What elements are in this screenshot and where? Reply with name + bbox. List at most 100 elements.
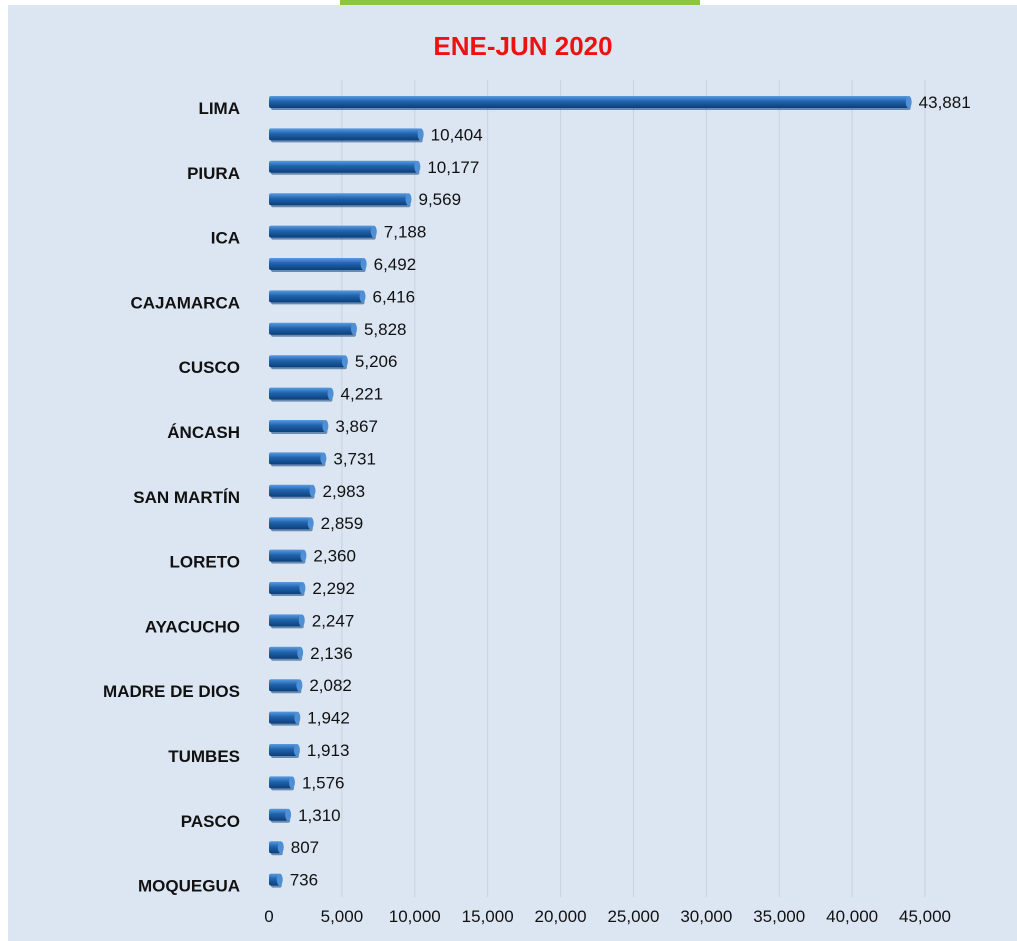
bar-cap bbox=[296, 679, 303, 692]
bar bbox=[269, 387, 331, 400]
category-label: PASCO bbox=[181, 812, 240, 831]
category-label: ÁNCASH bbox=[167, 423, 240, 442]
category-label: ICA bbox=[211, 229, 240, 248]
x-tick-label: 0 bbox=[264, 907, 273, 926]
value-label: 2,247 bbox=[312, 611, 355, 630]
value-label: 807 bbox=[291, 838, 319, 857]
bar-cap bbox=[414, 160, 421, 173]
bar-cap bbox=[350, 322, 357, 335]
bar bbox=[269, 484, 313, 497]
bar-cap bbox=[360, 258, 367, 270]
bar bbox=[269, 549, 304, 562]
value-label: 1,310 bbox=[298, 806, 341, 825]
category-labels: LIMA PIURA ICA CAJAMARCA CUSCO ÁNCASH SAN MART… bbox=[103, 99, 240, 896]
bar bbox=[269, 355, 345, 368]
bar bbox=[269, 614, 302, 627]
bar-cap bbox=[320, 452, 327, 465]
bar bbox=[269, 711, 298, 724]
bar bbox=[269, 452, 324, 465]
x-tick-label: 15,000 bbox=[462, 907, 514, 926]
bar-cap bbox=[293, 744, 300, 756]
bar-cap bbox=[285, 808, 292, 821]
bar-chart: ENE-JUN 2020 LIMA PIURA ICA CAJAMARCA CUSCO Á… bbox=[103, 31, 971, 926]
x-tick-label: 35,000 bbox=[753, 907, 805, 926]
bar-cap bbox=[277, 841, 284, 854]
category-label: LIMA bbox=[198, 99, 240, 118]
bar bbox=[269, 290, 363, 303]
bar-cap bbox=[276, 873, 283, 886]
bar bbox=[269, 96, 909, 108]
grid-lines bbox=[341, 80, 926, 897]
bars-group bbox=[269, 96, 912, 888]
value-label: 43,881 bbox=[919, 93, 971, 112]
value-label: 3,731 bbox=[333, 449, 376, 468]
bar-cap bbox=[322, 420, 329, 432]
value-label: 2,082 bbox=[309, 676, 352, 695]
bar bbox=[269, 258, 364, 270]
chart-frame: ENE-JUN 2020 LIMA PIURA ICA CAJAMARCA CUSCO Á… bbox=[8, 5, 1017, 941]
category-label: LORETO bbox=[169, 553, 240, 572]
bar-cap bbox=[300, 549, 307, 562]
category-label: CAJAMARCA bbox=[130, 293, 240, 312]
x-axis-ticks: 0 5,000 10,000 15,000 20,000 25,000 30,000 35,0… bbox=[264, 907, 951, 926]
x-tick-label: 25,000 bbox=[607, 907, 659, 926]
bar-cap bbox=[307, 517, 314, 530]
x-tick-label: 30,000 bbox=[680, 907, 732, 926]
bar bbox=[269, 646, 301, 659]
bar-cap bbox=[370, 225, 377, 238]
value-label: 7,188 bbox=[384, 223, 427, 242]
x-tick-label: 40,000 bbox=[826, 907, 878, 926]
category-label: SAN MARTÍN bbox=[133, 488, 240, 507]
category-label: AYACUCHO bbox=[145, 617, 240, 636]
value-label: 4,221 bbox=[341, 385, 384, 404]
bar-cap bbox=[294, 711, 301, 724]
bar-cap bbox=[905, 96, 912, 108]
value-label: 1,576 bbox=[302, 773, 345, 792]
bar-cap bbox=[405, 193, 412, 206]
bar-cap bbox=[298, 614, 305, 627]
value-label: 6,492 bbox=[374, 255, 417, 274]
category-label: TUMBES bbox=[168, 747, 240, 766]
bar bbox=[269, 873, 280, 886]
bar bbox=[269, 322, 354, 335]
x-tick-label: 5,000 bbox=[321, 907, 364, 926]
x-tick-label: 10,000 bbox=[389, 907, 441, 926]
bar-cap bbox=[309, 484, 316, 497]
bar bbox=[269, 776, 292, 789]
value-label: 9,569 bbox=[418, 190, 461, 209]
value-label: 1,913 bbox=[307, 741, 350, 760]
bar-cap bbox=[299, 582, 306, 594]
value-label: 736 bbox=[290, 871, 318, 890]
bar bbox=[269, 582, 303, 594]
category-label: CUSCO bbox=[179, 358, 240, 377]
value-label: 6,416 bbox=[373, 287, 416, 306]
bar-cap bbox=[297, 646, 304, 659]
bar bbox=[269, 420, 326, 432]
value-label: 10,404 bbox=[431, 125, 483, 144]
bar bbox=[269, 128, 421, 141]
value-label: 2,360 bbox=[313, 547, 356, 566]
top-accent-tab bbox=[340, 0, 700, 5]
bar bbox=[269, 744, 297, 756]
bar bbox=[269, 808, 289, 821]
value-label: 10,177 bbox=[427, 158, 479, 177]
bar-cap bbox=[288, 776, 295, 789]
bar bbox=[269, 193, 409, 206]
bar bbox=[269, 225, 374, 238]
bar-cap bbox=[327, 387, 334, 400]
x-tick-label: 45,000 bbox=[899, 907, 951, 926]
category-label: MADRE DE DIOS bbox=[103, 682, 240, 701]
value-labels: 43,881 10,404 10,177 9,569 7,188 6,492 6,416 5,… bbox=[290, 93, 971, 890]
x-tick-label: 20,000 bbox=[535, 907, 587, 926]
bar-cap bbox=[417, 128, 424, 141]
value-label: 2,859 bbox=[321, 514, 364, 533]
bar bbox=[269, 841, 281, 854]
bar-cap bbox=[341, 355, 348, 368]
value-label: 5,206 bbox=[355, 352, 398, 371]
category-label: MOQUEGUA bbox=[138, 877, 240, 896]
category-label: PIURA bbox=[187, 164, 240, 183]
bar-cap bbox=[359, 290, 366, 303]
value-label: 2,983 bbox=[322, 482, 365, 501]
bar bbox=[269, 517, 311, 530]
bar bbox=[269, 160, 418, 173]
